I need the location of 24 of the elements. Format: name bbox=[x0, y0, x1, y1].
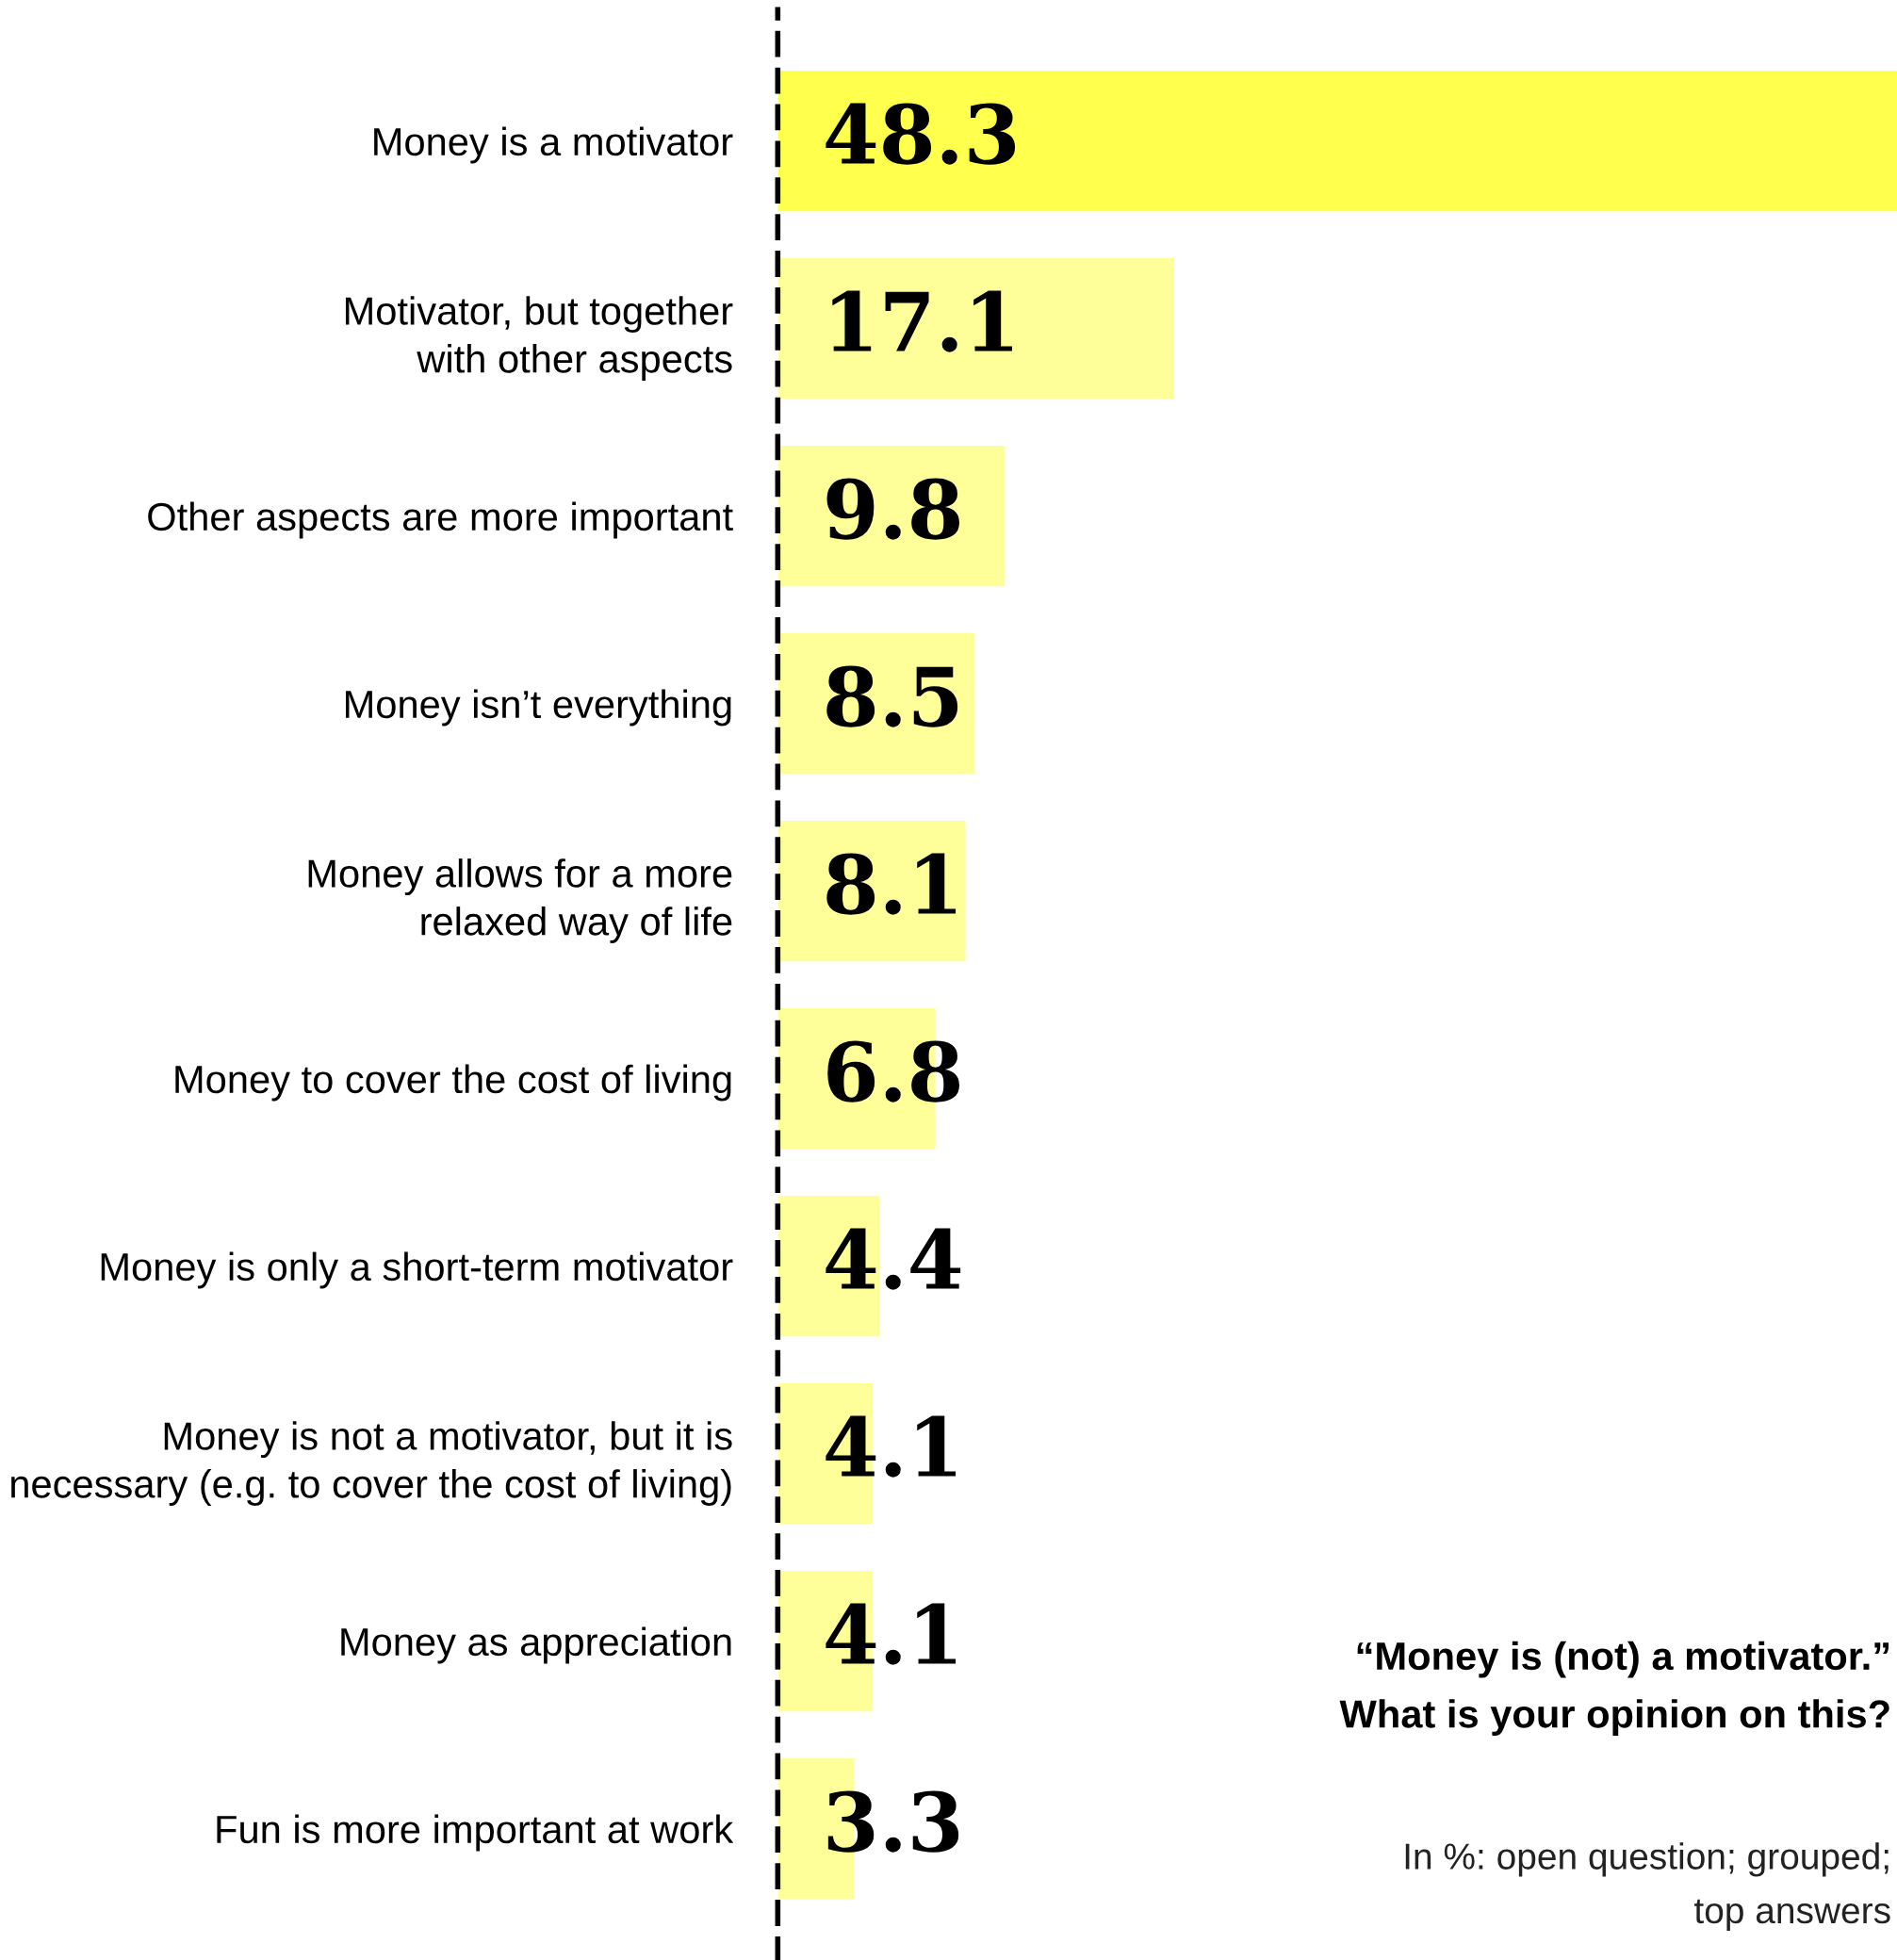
y-tick-label: Other aspects are more important bbox=[148, 501, 733, 539]
y-tick-label: Money is not a motivator, but it is necessary (e.g. to cover the cost of living) bbox=[11, 1421, 732, 1506]
data-label: 6.8 bbox=[827, 1040, 960, 1102]
text: In %: open question; grouped; top answers bbox=[1405, 1842, 1890, 1931]
y-tick-label: Motivator, but together with other aspects bbox=[345, 296, 733, 381]
data-label: 17.1 bbox=[832, 290, 1012, 352]
data-label: 4.1 bbox=[826, 1415, 957, 1478]
data-label: 3.3 bbox=[827, 1790, 959, 1853]
y-tick-label: Money isn’t everything bbox=[346, 689, 731, 727]
y-tick-label: Money allows for a more relaxed way of life bbox=[308, 858, 732, 943]
y-tick-label: Money is a motivator bbox=[374, 126, 733, 164]
data-label: 48.3 bbox=[826, 103, 1016, 165]
y-tick-label: Fun is more important at work bbox=[217, 1814, 734, 1852]
data-label: 4.4 bbox=[826, 1228, 961, 1290]
text: “Money is (not) a motivator.” What is your opinion on this? bbox=[1339, 1641, 1889, 1736]
data-label: 8.5 bbox=[826, 665, 958, 727]
y-tick-label: Money is only a short-term motivator bbox=[101, 1251, 733, 1289]
data-label: 4.1 bbox=[826, 1603, 957, 1665]
data-label: 9.8 bbox=[826, 478, 960, 540]
data-label: 8.1 bbox=[826, 853, 957, 915]
y-tick-label: Money to cover the cost of living bbox=[175, 1064, 731, 1102]
bar bbox=[777, 71, 1897, 212]
y-tick-label: Money as appreciation bbox=[341, 1626, 731, 1664]
bar bbox=[777, 258, 1174, 400]
